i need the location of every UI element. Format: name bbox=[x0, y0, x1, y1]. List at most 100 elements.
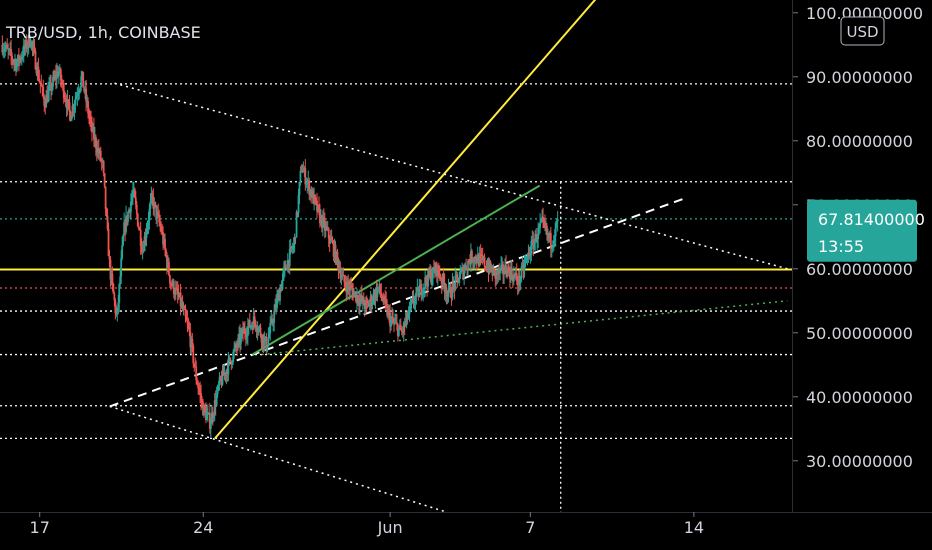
candle-body bbox=[103, 173, 106, 187]
candle-body bbox=[343, 275, 346, 283]
candle-body bbox=[170, 284, 173, 286]
candle-body bbox=[365, 300, 368, 303]
candle-body bbox=[135, 204, 138, 214]
candle-body bbox=[210, 412, 213, 424]
candle-body bbox=[20, 56, 23, 60]
candle-body bbox=[213, 399, 216, 415]
candle-body bbox=[457, 277, 460, 283]
candle-body bbox=[104, 186, 107, 210]
candle-body bbox=[520, 266, 523, 279]
candle-body bbox=[3, 50, 6, 52]
candle-body bbox=[238, 334, 240, 339]
candle-body bbox=[67, 99, 70, 103]
candle-body bbox=[294, 237, 297, 239]
candle-body bbox=[74, 98, 77, 105]
candle-body bbox=[184, 309, 187, 317]
candle-body bbox=[35, 69, 38, 74]
candle-body bbox=[517, 275, 520, 286]
candle-body bbox=[321, 217, 324, 228]
candle-body bbox=[393, 321, 395, 323]
candle-body bbox=[212, 414, 215, 419]
candle-body bbox=[80, 76, 83, 87]
candle-body bbox=[504, 264, 506, 274]
candle-body bbox=[124, 222, 126, 232]
candle-body bbox=[397, 328, 400, 336]
candle-body bbox=[162, 232, 164, 245]
candle-body bbox=[173, 294, 176, 296]
candle-body bbox=[45, 95, 48, 108]
candle-body bbox=[62, 83, 65, 99]
candle-body bbox=[142, 250, 145, 252]
candle-body bbox=[168, 261, 170, 276]
candle-body bbox=[58, 68, 61, 73]
candle-body bbox=[539, 222, 542, 228]
candle-body bbox=[249, 325, 252, 328]
candle-body bbox=[535, 233, 538, 243]
candle-body bbox=[292, 243, 295, 249]
candle-body bbox=[408, 305, 411, 314]
candle-body bbox=[223, 372, 226, 376]
candle-body bbox=[248, 319, 251, 328]
candle-body bbox=[329, 237, 332, 244]
candle-body bbox=[251, 325, 254, 330]
candle-body bbox=[258, 327, 261, 329]
candle-body bbox=[188, 327, 191, 332]
candle-body bbox=[364, 300, 367, 310]
candle-body bbox=[28, 35, 31, 47]
candle-body bbox=[149, 201, 152, 209]
currency-button[interactable]: USD bbox=[840, 16, 885, 46]
candle-body bbox=[256, 331, 259, 333]
time-scale[interactable] bbox=[0, 512, 932, 550]
candle-body bbox=[75, 96, 78, 99]
candle-body bbox=[225, 370, 228, 376]
candle-body bbox=[496, 271, 499, 275]
candle-body bbox=[546, 225, 548, 234]
candle-body bbox=[126, 215, 128, 222]
candle-body bbox=[473, 256, 476, 262]
candle-body bbox=[476, 254, 479, 264]
candle-body bbox=[540, 220, 542, 223]
candle-body bbox=[197, 384, 200, 389]
candle-body bbox=[334, 244, 337, 263]
candle-body bbox=[525, 257, 528, 261]
candle-body bbox=[289, 246, 292, 249]
candle-body bbox=[360, 295, 363, 302]
candle-body bbox=[52, 76, 54, 87]
candle-body bbox=[383, 296, 386, 303]
candle-body bbox=[425, 277, 428, 283]
candle-body bbox=[285, 268, 288, 271]
candle-body bbox=[515, 273, 518, 282]
candle-body bbox=[119, 276, 122, 285]
candle-body bbox=[456, 274, 459, 278]
candle-body bbox=[478, 254, 481, 266]
candle-body bbox=[233, 348, 236, 352]
candle-body bbox=[85, 88, 88, 102]
candle-body bbox=[301, 171, 304, 173]
candle-body bbox=[534, 233, 537, 242]
candle-body bbox=[130, 201, 132, 213]
candle-body bbox=[326, 228, 329, 230]
candle-body bbox=[120, 258, 123, 277]
time-tick-label: 17 bbox=[30, 518, 50, 537]
candle-body bbox=[159, 222, 162, 227]
candle-body bbox=[33, 46, 36, 51]
candle-body bbox=[236, 347, 239, 349]
candle-body bbox=[486, 266, 489, 271]
candle-body bbox=[474, 256, 477, 262]
candle-body bbox=[57, 72, 60, 77]
candle-body bbox=[367, 303, 370, 307]
candle-body bbox=[43, 96, 46, 106]
candle-body bbox=[524, 260, 527, 264]
candle-body bbox=[144, 236, 147, 238]
candle-body bbox=[270, 318, 273, 324]
candle-body bbox=[107, 229, 110, 257]
candle-body bbox=[194, 365, 197, 367]
candle-body bbox=[231, 362, 234, 365]
candle-body bbox=[158, 214, 161, 223]
candle-body bbox=[306, 182, 309, 184]
candle-body bbox=[27, 35, 30, 46]
price-tick-label: 60.00000000 bbox=[806, 260, 913, 279]
candle-body bbox=[445, 291, 448, 297]
candle-body bbox=[303, 168, 306, 171]
